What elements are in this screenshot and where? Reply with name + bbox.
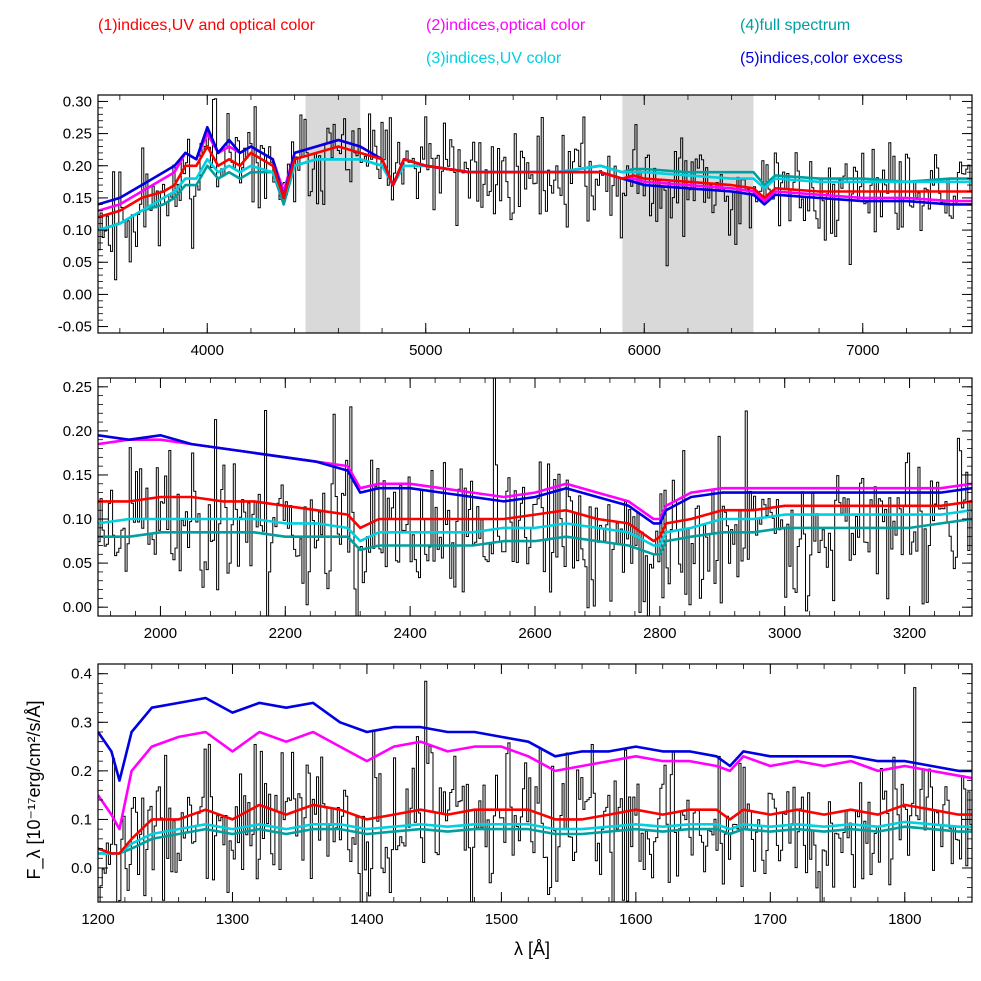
y-tick-label: 0.30 [63,93,92,110]
plot-area [98,378,972,616]
series-s5-line [98,696,972,782]
y-axis-label: F_λ [10⁻¹⁷erg/cm²/s/Å] [24,700,45,879]
x-tick-label: 3200 [893,625,926,642]
x-tick-label: 3000 [768,625,801,642]
x-tick-label: 1200 [81,911,114,928]
legend-item-2: (2)indices,optical color [426,17,586,34]
series-s1-line [98,495,972,543]
series-s4-line [98,825,972,855]
shaded-region [622,95,754,333]
y-tick-label: 0.2 [71,763,92,780]
y-tick-label: 0.20 [63,158,92,175]
observed-spectrum [98,98,972,281]
x-tick-label: 1500 [485,911,518,928]
y-tick-label: 0.1 [71,811,92,828]
axes-frame [97,94,973,334]
y-tick-label: 0.25 [63,379,92,396]
y-tick-label: 0.10 [63,222,92,239]
series-s4-line [98,158,972,232]
y-tick-label: 0.0 [71,860,92,877]
x-tick-label: 4000 [191,342,224,359]
x-tick-label: 1600 [619,911,652,928]
series-s5-line [98,433,972,525]
series-s4-line [98,517,972,556]
y-tick-label: 0.00 [63,286,92,303]
legend-item-1: (1)indices,UV and optical color [98,17,316,34]
x-tick-label: 1300 [216,911,249,928]
x-tick-label: 2200 [269,625,302,642]
series-s1-line [98,803,972,855]
y-tick-label: 0.25 [63,126,92,143]
y-tick-label: 0.15 [63,190,92,207]
y-tick-label: 0.4 [71,666,92,683]
x-tick-label: 1800 [888,911,921,928]
plot-area [98,98,972,281]
panel-top: 4000 5000 6000 7000 -0.05 0.00 0.05 0.10 0.15 0.2… [58,93,973,359]
panel-middle: 2000 2200 2400 2600 2800 3000 3200 0.00 0.05 0.10… [63,377,973,642]
y-tick-label: 0.3 [71,714,92,731]
x-tick-label: 5000 [409,342,442,359]
x-axis-label: λ [Å] [514,939,550,959]
series-s2-line [98,730,972,831]
x-tick-label: 2600 [518,625,551,642]
panel-bottom: 1200 1300 1400 1500 1600 1700 1800 0.0 0.1 0.2 0.3… [71,663,973,928]
x-tick-label: 7000 [846,342,879,359]
y-tick-label: 0.05 [63,254,92,271]
y-tick-label: 0.00 [63,599,92,616]
series-s1-line [98,145,972,219]
y-tick-label: 0.20 [63,423,92,440]
plot-area [98,680,972,902]
x-tick-label: 2000 [144,625,177,642]
series-s3-line [98,508,972,547]
y-tick-label: 0.15 [63,467,92,484]
x-tick-label: 1700 [754,911,787,928]
observed-spectrum [99,680,972,902]
y-tick-label: 0.10 [63,511,92,528]
legend-item-4: (4)full spectrum [740,17,850,34]
axes-frame [97,663,973,903]
legend-item-5: (5)indices,color excess [740,50,903,67]
legend: (1)indices,UV and optical color (2)indic… [98,17,903,67]
x-tick-label: 2400 [393,625,426,642]
observed-spectrum [98,378,972,616]
x-tick-label: 1400 [350,911,383,928]
legend-item-3: (3)indices,UV color [426,50,562,67]
series-s3-line [98,158,972,232]
series-s3-line [98,820,972,855]
y-tick-label: -0.05 [58,319,92,336]
y-tick-label: 0.05 [63,555,92,572]
x-tick-label: 2800 [643,625,676,642]
x-tick-label: 6000 [628,342,661,359]
